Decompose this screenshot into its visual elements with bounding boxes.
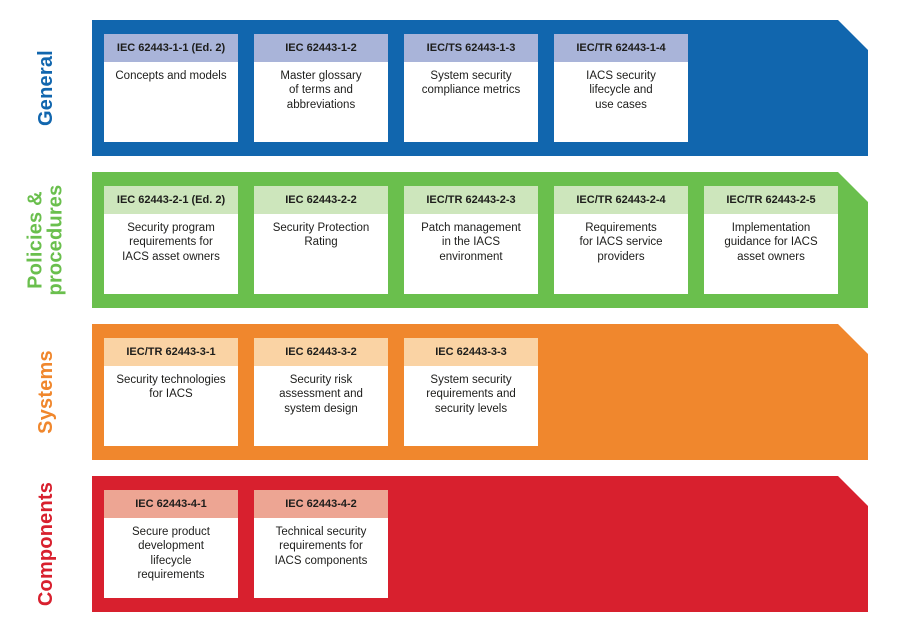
standard-code: IEC/TR 62443-2-4 (554, 186, 688, 214)
standard-card-62443-1-3: IEC/TS 62443-1-3 System security complia… (404, 34, 538, 142)
standard-code: IEC 62443-3-3 (404, 338, 538, 366)
standard-title: Patch management in the IACS environment (421, 222, 521, 263)
standard-code: IEC 62443-1-1 (Ed. 2) (104, 34, 238, 62)
band-label-policies-procedures: Policies & procedures (24, 184, 67, 296)
band-components: IEC 62443-4-1 Secure product development… (92, 476, 868, 612)
standard-card-62443-3-2: IEC 62443-3-2 Security risk assessment a… (254, 338, 388, 446)
standard-title: Security program requirements for IACS a… (122, 222, 220, 263)
band-row-general: General IEC 62443-1-1 (Ed. 2) Concepts a… (0, 20, 868, 156)
standard-card-62443-3-1: IEC/TR 62443-3-1 Security technologies f… (104, 338, 238, 446)
band-policies-procedures: IEC 62443-2-1 (Ed. 2) Security program r… (92, 172, 868, 308)
band-label-components: Components (34, 481, 57, 607)
standard-code: IEC 62443-2-2 (254, 186, 388, 214)
standard-code: IEC 62443-2-1 (Ed. 2) (104, 186, 238, 214)
band-systems: IEC/TR 62443-3-1 Security technologies f… (92, 324, 868, 460)
band-general: IEC 62443-1-1 (Ed. 2) Concepts and model… (92, 20, 868, 156)
standard-code: IEC/TR 62443-2-3 (404, 186, 538, 214)
band-label-general: General (34, 50, 57, 126)
standard-code: IEC 62443-4-2 (254, 490, 388, 518)
standard-card-62443-2-1: IEC 62443-2-1 (Ed. 2) Security program r… (104, 186, 238, 294)
band-row-systems: Systems IEC/TR 62443-3-1 Security techno… (0, 324, 868, 460)
band-row-components: Components IEC 62443-4-1 Secure product … (0, 476, 868, 612)
standard-card-62443-1-1: IEC 62443-1-1 (Ed. 2) Concepts and model… (104, 34, 238, 142)
band-label-cell-policies: Policies & procedures (0, 172, 92, 308)
standard-card-62443-4-1: IEC 62443-4-1 Secure product development… (104, 490, 238, 598)
standard-title: Master glossary of terms and abbreviatio… (280, 70, 362, 111)
standard-title: Security risk assessment and system desi… (279, 374, 363, 415)
band-label-systems: Systems (34, 350, 57, 434)
band-row-policies-procedures: Policies & procedures IEC 62443-2-1 (Ed.… (0, 172, 868, 308)
standard-card-62443-4-2: IEC 62443-4-2 Technical security require… (254, 490, 388, 598)
band-label-cell-systems: Systems (0, 324, 92, 460)
standard-title: Implementation guidance for IACS asset o… (724, 222, 818, 263)
standard-title: Secure product development lifecycle req… (132, 526, 210, 582)
standard-code: IEC/TR 62443-3-1 (104, 338, 238, 366)
standard-title: System security compliance metrics (421, 70, 521, 97)
standard-card-62443-2-5: IEC/TR 62443-2-5 Implementation guidance… (704, 186, 838, 294)
standard-title: Requirements for IACS service providers (579, 222, 663, 263)
standard-code: IEC/TR 62443-1-4 (554, 34, 688, 62)
standard-title: Security Protection Rating (272, 222, 370, 249)
standard-title: Concepts and models (115, 70, 227, 82)
standard-code: IEC/TS 62443-1-3 (404, 34, 538, 62)
standard-card-62443-3-3: IEC 62443-3-3 System security requiremen… (404, 338, 538, 446)
standard-code: IEC 62443-3-2 (254, 338, 388, 366)
band-label-cell-general: General (0, 20, 92, 156)
standard-title: Security technologies for IACS (116, 374, 226, 401)
standard-card-62443-2-3: IEC/TR 62443-2-3 Patch management in the… (404, 186, 538, 294)
standard-title: System security requirements and securit… (426, 374, 516, 415)
standard-code: IEC 62443-1-2 (254, 34, 388, 62)
standard-code: IEC/TR 62443-2-5 (704, 186, 838, 214)
standard-card-62443-2-2: IEC 62443-2-2 Security Protection Rating (254, 186, 388, 294)
standard-title: Technical security requirements for IACS… (274, 526, 368, 567)
standard-card-62443-1-4: IEC/TR 62443-1-4 IACS security lifecycle… (554, 34, 688, 142)
standard-code: IEC 62443-4-1 (104, 490, 238, 518)
band-label-cell-components: Components (0, 476, 92, 612)
standard-title: IACS security lifecycle and use cases (586, 70, 656, 111)
standard-card-62443-2-4: IEC/TR 62443-2-4 Requirements for IACS s… (554, 186, 688, 294)
standard-card-62443-1-2: IEC 62443-1-2 Master glossary of terms a… (254, 34, 388, 142)
